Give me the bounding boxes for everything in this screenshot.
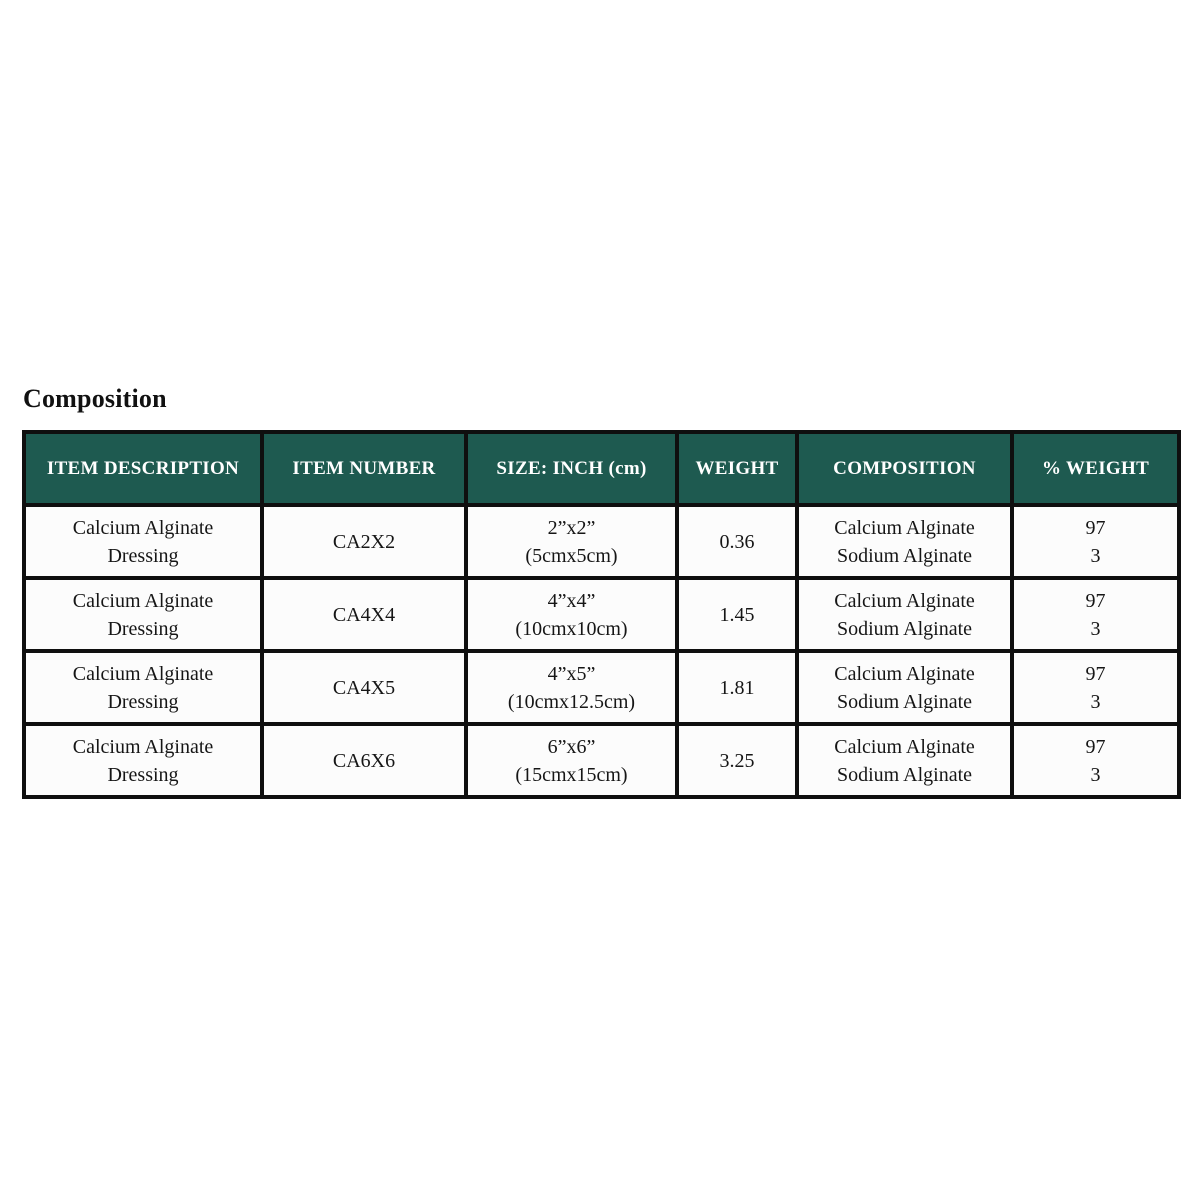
item-description-text: Calcium Alginate Dressing	[72, 589, 214, 640]
cell-item-description: Calcium Alginate Dressing	[22, 722, 264, 799]
composition-line1: Calcium Alginate	[834, 662, 975, 685]
cell-size: 4”x4” (10cmx10cm)	[464, 576, 679, 653]
composition-line2: Sodium Alginate	[837, 544, 972, 567]
composition-line2: Sodium Alginate	[837, 763, 972, 786]
table-body: Calcium Alginate Dressing CA2X2 2”x2” (5…	[22, 503, 1181, 799]
page-title: Composition	[23, 384, 167, 413]
pct-weight-line2: 3	[1090, 763, 1101, 786]
header-row: ITEM DESCRIPTION ITEM NUMBER SIZE: INCH …	[22, 430, 1181, 507]
size-cm-text: (10cmx10cm)	[515, 617, 628, 640]
cell-size: 2”x2” (5cmx5cm)	[464, 503, 679, 580]
cell-pct-weight: 97 3	[1010, 722, 1181, 799]
composition-line1: Calcium Alginate	[834, 516, 975, 539]
cell-pct-weight: 97 3	[1010, 503, 1181, 580]
cell-item-number: CA2X2	[260, 503, 468, 580]
size-cm-text: (10cmx12.5cm)	[507, 690, 636, 713]
size-inch-text: 4”x5”	[547, 662, 596, 685]
table-row: Calcium Alginate Dressing CA4X5 4”x5” (1…	[22, 649, 1181, 726]
cell-item-number: CA6X6	[260, 722, 468, 799]
cell-item-description: Calcium Alginate Dressing	[22, 649, 264, 726]
pct-weight-line2: 3	[1090, 544, 1101, 567]
pct-weight-line2: 3	[1090, 617, 1101, 640]
composition-line2: Sodium Alginate	[837, 617, 972, 640]
cell-weight: 3.25	[675, 722, 799, 799]
item-description-text: Calcium Alginate Dressing	[72, 662, 214, 713]
composition-line1: Calcium Alginate	[834, 735, 975, 758]
table-header: ITEM DESCRIPTION ITEM NUMBER SIZE: INCH …	[22, 430, 1181, 507]
composition-table: ITEM DESCRIPTION ITEM NUMBER SIZE: INCH …	[22, 430, 1181, 799]
size-inch-text: 2”x2”	[547, 516, 596, 539]
cell-composition: Calcium Alginate Sodium Alginate	[795, 722, 1014, 799]
column-header-item-description: ITEM DESCRIPTION	[22, 430, 264, 507]
cell-composition: Calcium Alginate Sodium Alginate	[795, 503, 1014, 580]
cell-size: 4”x5” (10cmx12.5cm)	[464, 649, 679, 726]
cell-item-description: Calcium Alginate Dressing	[22, 503, 264, 580]
pct-weight-line1: 97	[1085, 589, 1106, 612]
column-header-composition: COMPOSITION	[795, 430, 1014, 507]
column-header-pct-weight: % WEIGHT	[1010, 430, 1181, 507]
size-inch-text: 6”x6”	[547, 735, 596, 758]
size-inch-text: 4”x4”	[547, 589, 596, 612]
cell-pct-weight: 97 3	[1010, 649, 1181, 726]
pct-weight-line2: 3	[1090, 690, 1101, 713]
cell-weight: 0.36	[675, 503, 799, 580]
pct-weight-line1: 97	[1085, 516, 1106, 539]
item-description-text: Calcium Alginate Dressing	[72, 735, 214, 786]
table-row: Calcium Alginate Dressing CA4X4 4”x4” (1…	[22, 576, 1181, 653]
cell-size: 6”x6” (15cmx15cm)	[464, 722, 679, 799]
column-header-weight: WEIGHT	[675, 430, 799, 507]
pct-weight-line1: 97	[1085, 735, 1106, 758]
cell-weight: 1.45	[675, 576, 799, 653]
cell-composition: Calcium Alginate Sodium Alginate	[795, 649, 1014, 726]
cell-weight: 1.81	[675, 649, 799, 726]
cell-item-number: CA4X4	[260, 576, 468, 653]
size-cm-text: (15cmx15cm)	[515, 763, 628, 786]
column-header-size: SIZE: INCH (cm)	[464, 430, 679, 507]
table-row: Calcium Alginate Dressing CA2X2 2”x2” (5…	[22, 503, 1181, 580]
item-description-text: Calcium Alginate Dressing	[72, 516, 214, 567]
composition-line1: Calcium Alginate	[834, 589, 975, 612]
pct-weight-line1: 97	[1085, 662, 1106, 685]
cell-composition: Calcium Alginate Sodium Alginate	[795, 576, 1014, 653]
composition-line2: Sodium Alginate	[837, 690, 972, 713]
cell-item-number: CA4X5	[260, 649, 468, 726]
table-row: Calcium Alginate Dressing CA6X6 6”x6” (1…	[22, 722, 1181, 799]
size-cm-text: (5cmx5cm)	[525, 544, 618, 567]
column-header-item-number: ITEM NUMBER	[260, 430, 468, 507]
cell-item-description: Calcium Alginate Dressing	[22, 576, 264, 653]
cell-pct-weight: 97 3	[1010, 576, 1181, 653]
